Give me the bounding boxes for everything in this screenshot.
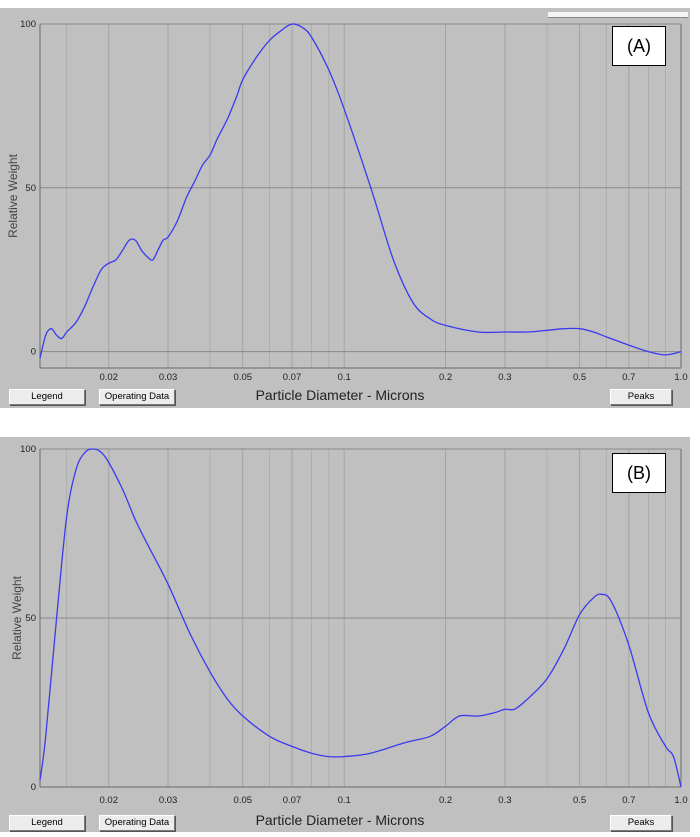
operating-data-button[interactable]: Operating Data xyxy=(99,389,175,405)
window-edge xyxy=(548,12,688,18)
x-axis-title: Particle Diameter - Microns xyxy=(256,812,425,828)
x-tick-label: 0.02 xyxy=(100,372,119,383)
x-tick-label: 0.5 xyxy=(573,372,586,383)
chart-panel-a: 0.02 0.03 0.05 0.07 0.1 0.2 0.3 0.5 0.7 1.0 0 50 100… xyxy=(0,8,690,408)
x-tick-label: 0.2 xyxy=(439,795,452,806)
peaks-button[interactable]: Peaks xyxy=(610,815,672,831)
x-tick-label: 0.03 xyxy=(159,372,178,383)
x-tick-label: 0.2 xyxy=(439,372,452,383)
y-tick-label: 0 xyxy=(31,347,36,358)
x-tick-label: 0.1 xyxy=(338,372,351,383)
panel-label-b: (B) xyxy=(612,453,666,493)
y-tick-label: 50 xyxy=(25,613,36,624)
y-tick-label: 0 xyxy=(31,782,36,793)
x-tick-label: 1.0 xyxy=(674,372,687,383)
x-tick-label: 0.05 xyxy=(234,372,253,383)
legend-button[interactable]: Legend xyxy=(9,815,85,831)
chart-a: 0.02 0.03 0.05 0.07 0.1 0.2 0.3 0.5 0.7 1.0 0 50 100… xyxy=(6,19,688,403)
x-tick-label: 0.5 xyxy=(573,795,586,806)
x-tick-label: 0.07 xyxy=(283,795,302,806)
series-line xyxy=(39,23,682,359)
x-tick-label: 1.0 xyxy=(674,795,687,806)
x-tick-label: 0.07 xyxy=(283,372,302,383)
chart-panel-b: 0.02 0.03 0.05 0.07 0.1 0.2 0.3 0.5 0.7 1.0 0 50 100… xyxy=(0,437,690,832)
panel-label-a: (A) xyxy=(612,26,666,66)
x-tick-label: 0.3 xyxy=(498,372,511,383)
series-line xyxy=(39,448,682,788)
x-tick-label: 0.02 xyxy=(100,795,119,806)
operating-data-button[interactable]: Operating Data xyxy=(99,815,175,831)
y-tick-label: 100 xyxy=(20,19,36,30)
chart-b: 0.02 0.03 0.05 0.07 0.1 0.2 0.3 0.5 0.7 1.0 0 50 100… xyxy=(10,444,688,828)
legend-button[interactable]: Legend xyxy=(9,389,85,405)
x-tick-label: 0.03 xyxy=(159,795,178,806)
y-tick-label: 50 xyxy=(25,183,36,194)
y-axis-title: Relative Weight xyxy=(6,153,20,237)
x-tick-label: 0.3 xyxy=(498,795,511,806)
x-tick-label: 0.7 xyxy=(622,372,635,383)
x-tick-label: 0.7 xyxy=(622,795,635,806)
peaks-button[interactable]: Peaks xyxy=(610,389,672,405)
x-axis-title: Particle Diameter - Microns xyxy=(256,387,425,403)
y-axis-title: Relative Weight xyxy=(10,575,24,659)
y-tick-label: 100 xyxy=(20,444,36,455)
x-tick-label: 0.05 xyxy=(234,795,253,806)
x-tick-label: 0.1 xyxy=(338,795,351,806)
